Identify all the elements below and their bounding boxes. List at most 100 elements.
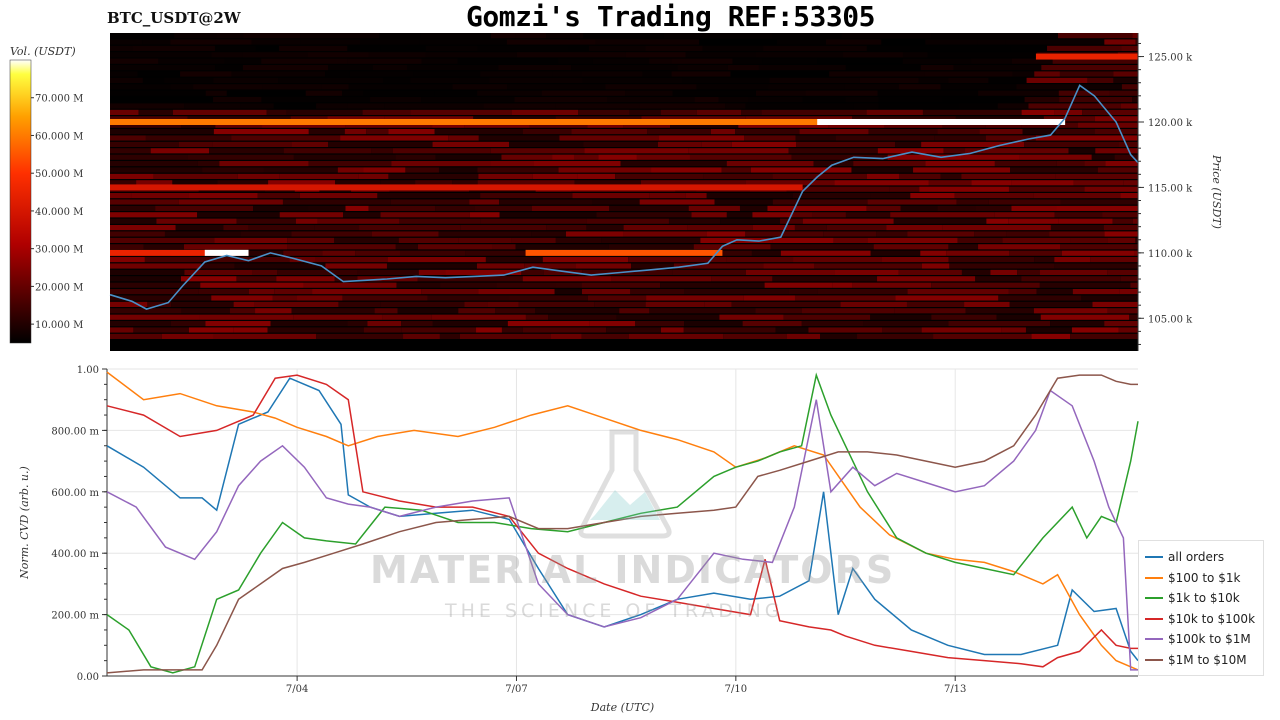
heatmap-cell xyxy=(725,103,746,109)
heatmap-cell xyxy=(291,141,329,147)
heatmap-cell xyxy=(1055,173,1138,179)
heatmap-cell xyxy=(499,199,593,205)
heatmap-cell xyxy=(421,58,458,64)
legend-item[interactable]: $100k to $1M xyxy=(1145,629,1251,649)
heatmap-cell xyxy=(558,58,593,64)
heatmap-cell xyxy=(243,33,301,39)
heatmap-cell xyxy=(826,225,887,231)
heatmap-cell xyxy=(1002,237,1071,243)
heatmap-cell xyxy=(188,327,234,333)
heatmap-cell xyxy=(211,52,243,58)
heatmap-cell xyxy=(347,321,368,327)
heatmap-cell xyxy=(1021,122,1079,128)
watermark-tagline: THE SCIENCE OF TRADING xyxy=(445,600,784,622)
heatmap-cell xyxy=(1087,77,1114,83)
heatmap-cell xyxy=(971,180,1012,186)
heatmap-cell xyxy=(630,289,685,295)
heatmap-cell xyxy=(397,308,459,314)
heatmap-cell xyxy=(525,314,549,320)
heatmap-cell xyxy=(558,167,652,173)
heatmap-cell xyxy=(399,250,466,256)
heatmap-cell xyxy=(1005,39,1105,45)
heatmap-cell xyxy=(542,257,629,263)
heatmap-cell xyxy=(522,129,572,135)
heatmap-cell xyxy=(110,109,139,115)
heatmap-cell xyxy=(110,263,202,269)
legend-item[interactable]: $100 to $1k xyxy=(1145,568,1240,588)
heatmap-cell xyxy=(1118,141,1138,147)
legend-item[interactable]: $1M to $10M xyxy=(1145,650,1247,670)
heatmap-cell xyxy=(741,109,762,115)
heatmap-cell xyxy=(334,237,399,243)
price-axis-label: Price (USDT) xyxy=(1210,154,1223,229)
heatmap-cell xyxy=(349,71,414,77)
heatmap-cell xyxy=(317,218,400,224)
heatmap-cell xyxy=(975,205,1012,211)
heatmap-cell xyxy=(878,103,959,109)
heatmap-cell xyxy=(254,301,339,307)
heatmap-cell xyxy=(1026,77,1088,83)
heatmap-cell xyxy=(1040,314,1130,320)
heatmap-cell xyxy=(231,135,341,141)
heatmap-cell xyxy=(427,295,510,301)
heatmap-cell xyxy=(531,231,566,237)
heatmap-cell xyxy=(958,103,998,109)
heatmap-cell xyxy=(745,103,854,109)
heatmap-cell xyxy=(867,237,958,243)
heatmap-cell xyxy=(388,129,435,135)
heatmap-cell xyxy=(702,45,764,51)
heatmap-cell xyxy=(1033,193,1121,199)
heatmap-cell xyxy=(623,225,688,231)
heatmap-cell xyxy=(852,116,956,122)
heatmap-cell xyxy=(174,33,217,39)
heatmap-cell xyxy=(308,129,345,135)
heatmap-cell xyxy=(478,173,533,179)
heatmap-cell xyxy=(321,84,349,90)
heatmap-cell xyxy=(555,282,582,288)
heatmap-cell xyxy=(432,321,508,327)
heatmap-cell xyxy=(714,199,773,205)
heatmap-cell xyxy=(877,276,976,282)
heatmap-cell xyxy=(335,180,381,186)
heatmap-cell xyxy=(1012,71,1035,77)
heatmap-cell xyxy=(817,58,903,64)
heatmap-cell xyxy=(439,333,460,339)
heatmap-cell xyxy=(834,269,899,275)
legend-item[interactable]: all orders xyxy=(1145,547,1224,567)
heatmap-cell xyxy=(171,301,234,307)
heatmap-cell xyxy=(372,65,408,71)
heatmap-cell xyxy=(978,244,1061,250)
heatmap-cell xyxy=(170,84,194,90)
heatmap-cell xyxy=(316,333,404,339)
heatmap-cell xyxy=(305,90,343,96)
heatmap-cell xyxy=(1054,257,1091,263)
heatmap-cell xyxy=(110,225,176,231)
heatmap-cell xyxy=(978,90,1059,96)
legend-item[interactable]: $10k to $100k xyxy=(1145,609,1255,629)
heatmap-cell xyxy=(1049,231,1105,237)
heatmap-cell xyxy=(110,289,199,295)
heatmap-cell xyxy=(628,257,727,263)
heatmap-cell xyxy=(688,148,789,154)
heatmap-cell xyxy=(946,250,1010,256)
heatmap-cell xyxy=(110,167,203,173)
heatmap-cell xyxy=(485,257,543,263)
heatmap-cell xyxy=(964,301,1010,307)
heatmap-cell xyxy=(440,282,497,288)
heatmap-cell xyxy=(338,301,381,307)
heatmap-cell xyxy=(340,135,449,141)
heatmap-cell xyxy=(647,129,712,135)
heatmap-cell xyxy=(642,71,672,77)
legend-item[interactable]: $1k to $10k xyxy=(1145,588,1240,608)
heatmap-cell xyxy=(1107,308,1138,314)
heatmap-cell xyxy=(236,276,277,282)
heatmap-cell xyxy=(1120,103,1138,109)
heatmap-cell xyxy=(344,129,367,135)
heatmap-cell xyxy=(1034,71,1060,77)
heatmap-cell xyxy=(619,308,650,314)
heatmap-cell xyxy=(180,276,237,282)
heatmap-cell xyxy=(1090,257,1138,263)
heatmap-cell xyxy=(289,257,316,263)
heatmap-cell xyxy=(829,71,925,77)
heatmap-cell xyxy=(343,212,381,218)
